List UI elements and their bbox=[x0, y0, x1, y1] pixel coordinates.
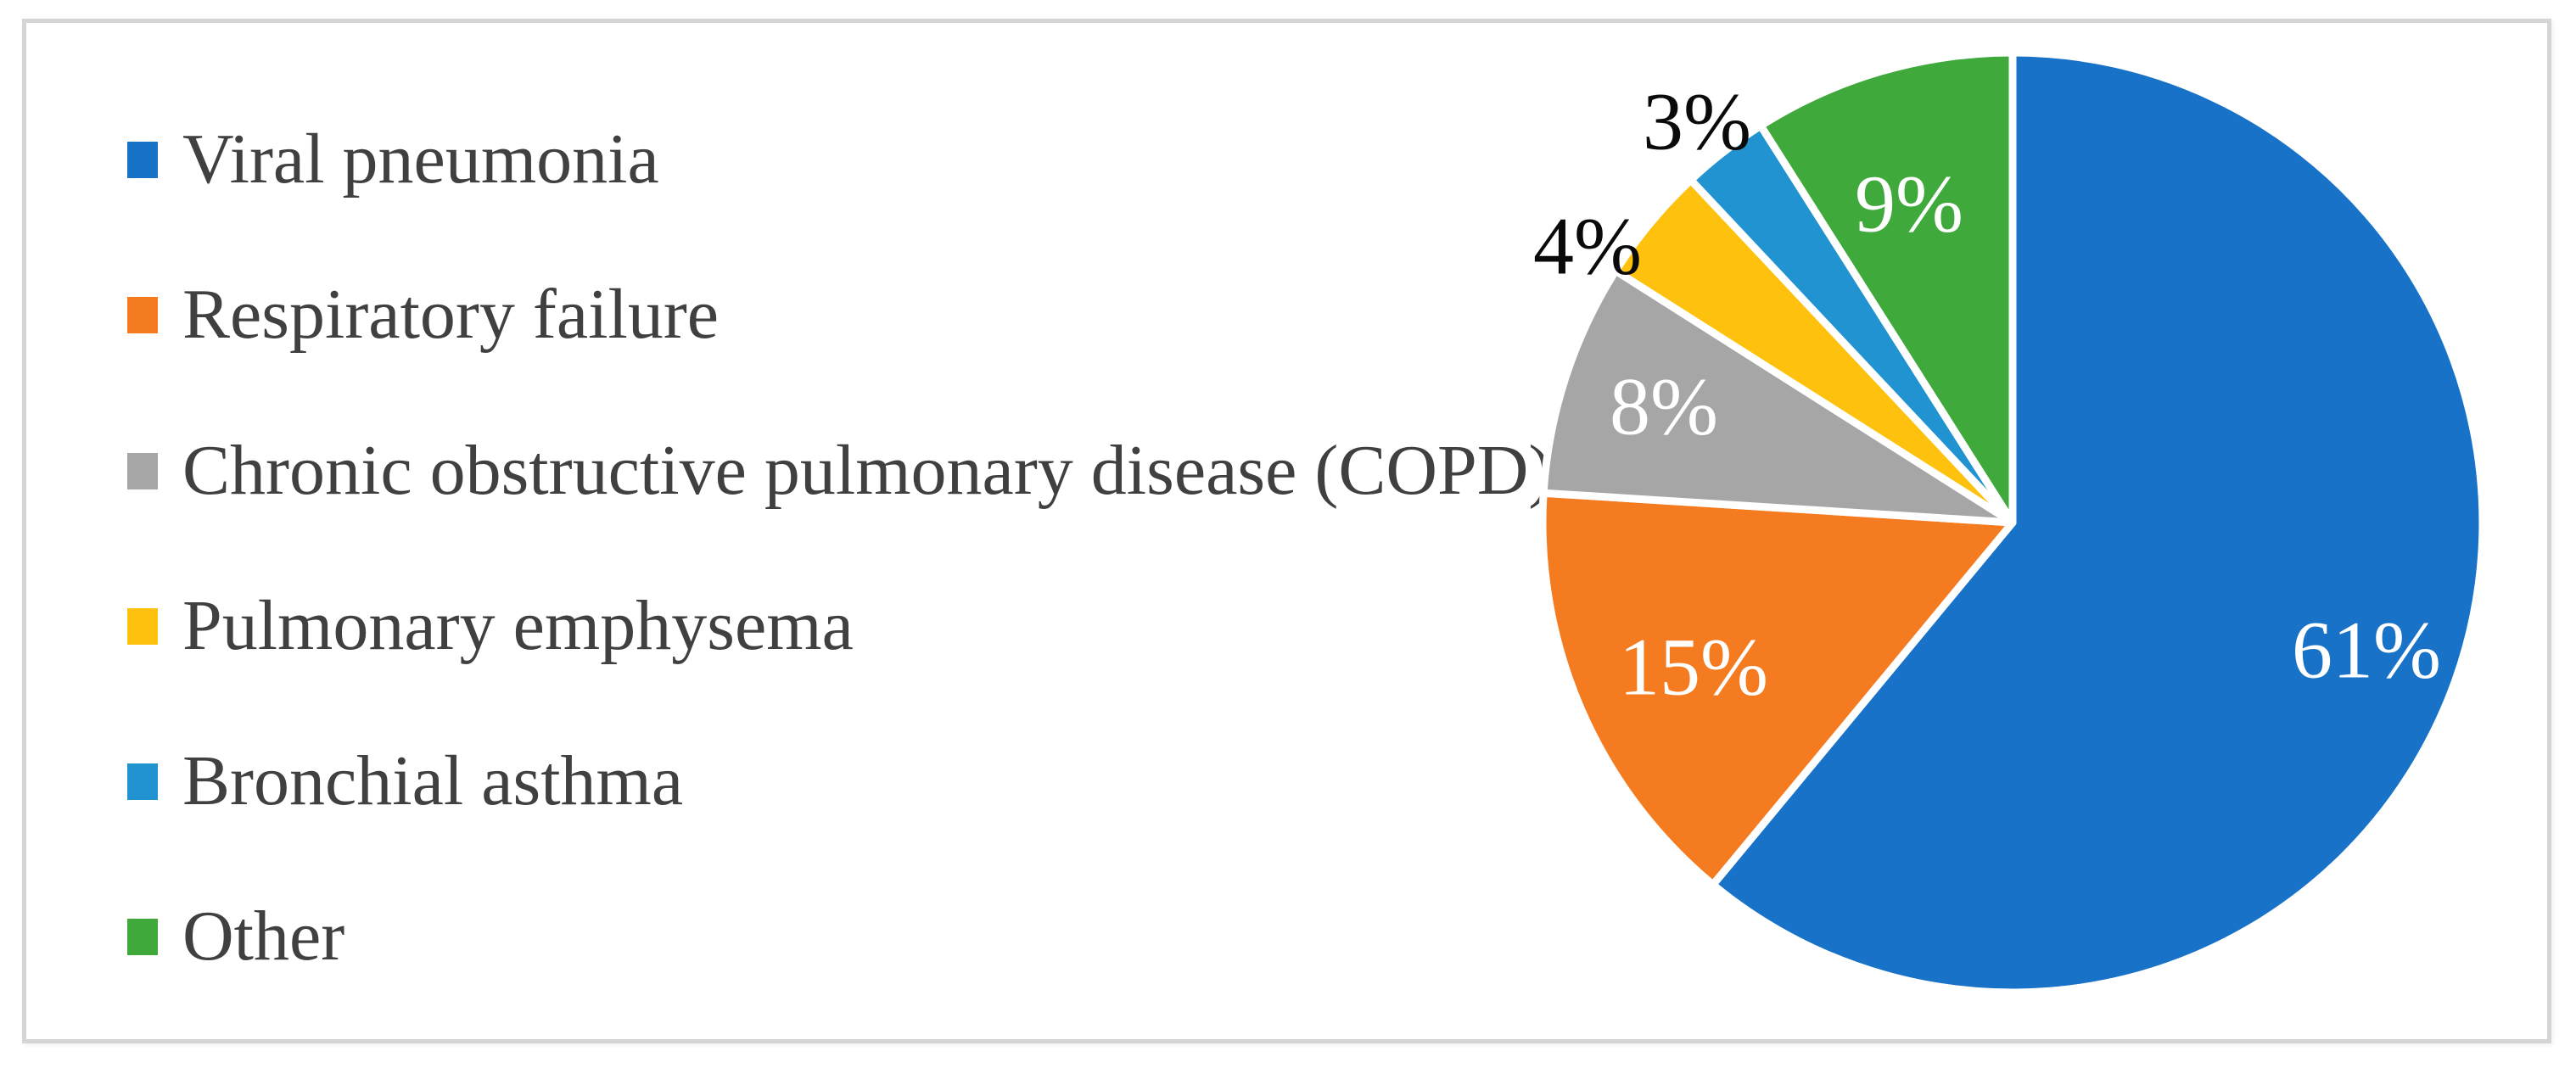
pie-percentage-label: 8% bbox=[1610, 361, 1718, 452]
legend-color-swatch bbox=[127, 607, 158, 645]
pie-percentage-label: 61% bbox=[2292, 605, 2441, 696]
pie-percentage-label: 3% bbox=[1643, 76, 1751, 167]
legend-item: Chronic obstructive pulmonary disease (C… bbox=[127, 435, 1552, 506]
pie-slice bbox=[1756, 48, 2017, 527]
legend-label: Other bbox=[182, 897, 345, 976]
pie-slice bbox=[1709, 48, 2487, 997]
pie-slice bbox=[1538, 489, 2017, 889]
pie-percentage-label: 4% bbox=[1533, 201, 1642, 292]
pie-slice bbox=[1539, 266, 2017, 527]
chart-legend: Viral pneumonia Respiratory failure Chroni… bbox=[127, 124, 1552, 972]
legend-label: Respiratory failure bbox=[182, 275, 720, 354]
legend-item: Pulmonary emphysema bbox=[127, 590, 854, 662]
legend-color-swatch bbox=[127, 296, 158, 333]
legend-label: Viral pneumonia bbox=[182, 120, 659, 199]
legend-label: Pulmonary emphysema bbox=[182, 586, 854, 665]
pie-percentage-label: 15% bbox=[1619, 622, 1768, 713]
legend-color-swatch bbox=[127, 452, 158, 489]
legend-color-swatch bbox=[127, 918, 158, 955]
legend-item: Bronchial asthma bbox=[127, 746, 683, 817]
legend-color-swatch bbox=[127, 763, 158, 800]
pie-percentage-label: 9% bbox=[1855, 159, 1963, 249]
legend-label: Bronchial asthma bbox=[182, 741, 684, 820]
legend-item: Viral pneumonia bbox=[127, 124, 659, 195]
legend-label: Chronic obstructive pulmonary disease (C… bbox=[182, 431, 1553, 510]
legend-item: Respiratory failure bbox=[127, 279, 719, 350]
legend-item: Other bbox=[127, 901, 344, 972]
legend-color-swatch bbox=[127, 141, 158, 178]
